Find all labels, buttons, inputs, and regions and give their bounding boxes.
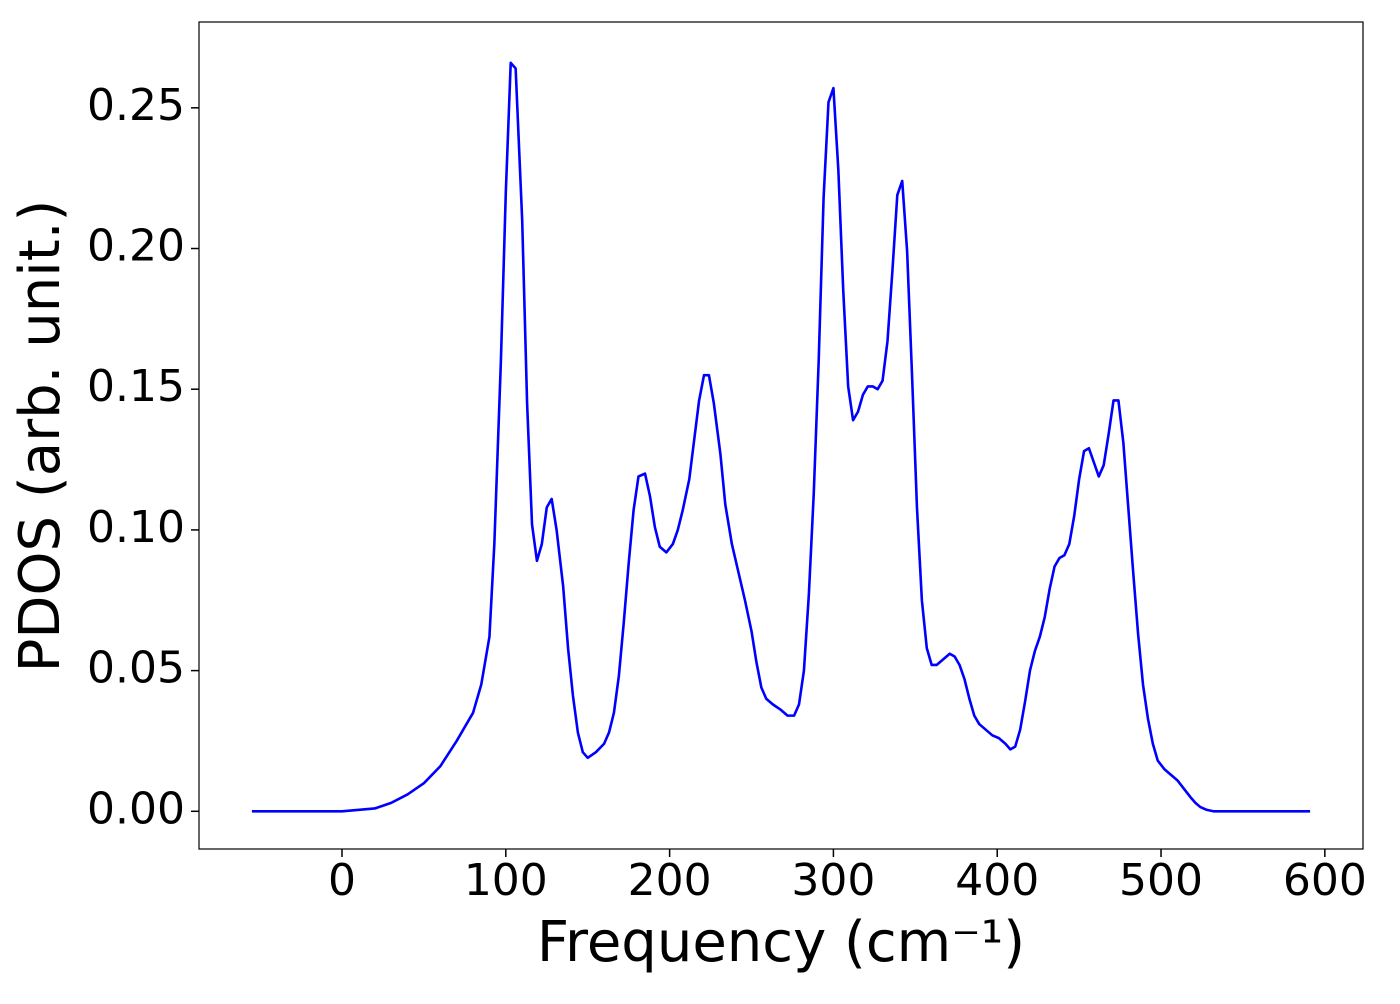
y-tick-label: 0.05 — [87, 643, 185, 694]
y-tick-label: 0.15 — [87, 361, 185, 412]
y-tick-label: 0.10 — [87, 502, 185, 553]
data-line — [251, 61, 1311, 813]
x-axis-label: Frequency (cm⁻¹) — [537, 910, 1025, 975]
x-tick-label: 100 — [464, 855, 548, 906]
x-tick-label: 0 — [328, 855, 356, 906]
x-tick-label: 600 — [1283, 855, 1367, 906]
x-tick-label: 500 — [1119, 855, 1203, 906]
x-tick-label: 400 — [955, 855, 1039, 906]
x-tick-label: 200 — [628, 855, 712, 906]
x-tick-label: 300 — [791, 855, 875, 906]
y-tick-label: 0.00 — [87, 783, 185, 834]
y-tick-label: 0.20 — [87, 221, 185, 272]
y-tick-label: 0.25 — [87, 80, 185, 131]
y-axis-label: PDOS (arb. unit.) — [8, 200, 73, 673]
plot-frame — [198, 21, 1364, 850]
